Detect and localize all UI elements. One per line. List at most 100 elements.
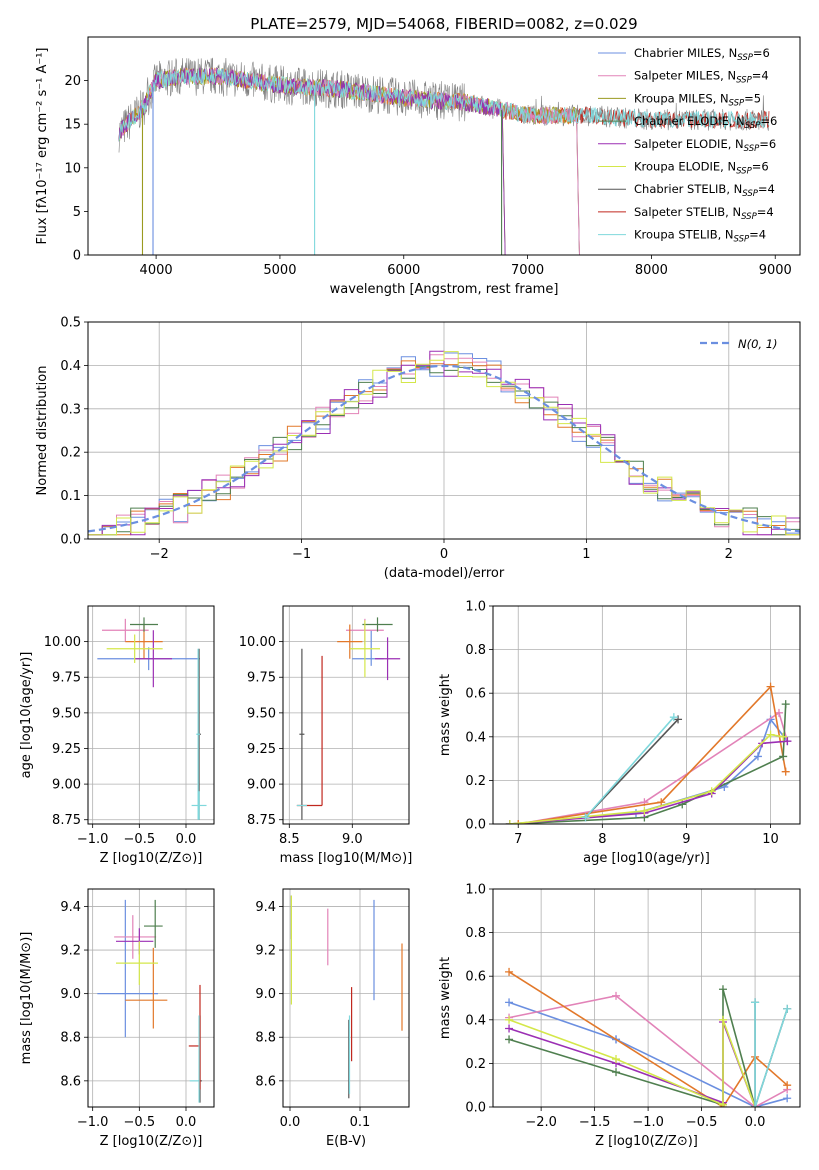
legend-subscript: SSP [742, 189, 758, 199]
y-tick-label: 5 [73, 205, 81, 220]
y-tick-label: 0 [73, 249, 81, 264]
y-tick-label: 0.4 [465, 730, 486, 745]
weight-marker [505, 1015, 514, 1024]
x-tick-label: 0 [440, 547, 448, 562]
legend-label: Chabrier MILES, NSSP=6 [634, 46, 770, 63]
y-tick-label: 9.50 [247, 706, 276, 721]
y-tick-label: 9.0 [255, 987, 276, 1002]
y-tick-label: 0.2 [465, 1057, 486, 1072]
weight-marker [669, 713, 678, 722]
weight-marker [505, 820, 514, 824]
legend-name: Salpeter ELODIE, N [634, 137, 744, 151]
y-tick-label: 9.75 [52, 671, 81, 686]
legend-subscript: SSP [736, 167, 752, 177]
legend-name: Chabrier ELODIE, N [634, 114, 745, 128]
x-tick-label: 0.0 [176, 832, 197, 847]
x-axis-label: Z [log10(Z/Z⊙)] [100, 1134, 203, 1149]
legend-subscript: SSP [729, 98, 745, 108]
y-tick-label: 0.0 [465, 1101, 486, 1116]
histogram-kroupa_elodie [88, 351, 800, 536]
x-tick-label: −1.0 [632, 1115, 664, 1130]
axes-frame [87, 321, 801, 540]
legend-subscript: SSP [741, 212, 757, 222]
error-bars [97, 899, 202, 1103]
x-tick-label: −1.0 [77, 1115, 109, 1130]
weight-marker [766, 730, 775, 739]
spectrum-lines [118, 57, 770, 255]
axes-frame [87, 888, 215, 1108]
legend-name: Kroupa MILES, N [634, 91, 729, 105]
legend-label: Salpeter STELIB, NSSP=4 [634, 205, 774, 222]
y-axis-label: mass weight [438, 957, 453, 1039]
legend-count: =5 [744, 91, 761, 105]
x-tick-label: 1 [582, 547, 590, 562]
y-tick-label: 9.25 [52, 742, 81, 757]
weight-line-orange [518, 684, 787, 824]
weight-marker [612, 991, 621, 1000]
y-tick-label: 8.6 [60, 1074, 81, 1089]
x-axis-label: Z [log10(Z/Z⊙)] [100, 851, 203, 866]
legend-label: Salpeter MILES, NSSP=4 [634, 69, 769, 86]
x-tick-label: −1.5 [579, 1115, 611, 1130]
age-vs-metallicity-panel: −1.0 −0.5 0.0 8.75 9.00 9.25 9.50 9.75 10.00 Z [l… [19, 605, 215, 866]
weight-marker [505, 1024, 514, 1033]
y-tick-label: 10.00 [44, 635, 81, 650]
y-tick-label: 10 [64, 161, 81, 176]
y-tick-label: 8.75 [52, 813, 81, 828]
legend-count: =4 [749, 228, 766, 242]
legend-subscript: SSP [745, 121, 761, 131]
weight-marker [783, 1094, 792, 1103]
y-tick-label: 1.0 [465, 883, 486, 898]
x-tick-label: 8000 [635, 263, 668, 278]
normal-curve [88, 364, 800, 533]
legend-subscript: SSP [734, 235, 750, 245]
y-tick-label: 10.00 [239, 635, 276, 650]
legend-count: =6 [759, 137, 776, 151]
y-tick-label: 9.25 [247, 742, 276, 757]
y-tick-label: 0.4 [465, 1013, 486, 1028]
y-tick-label: 0.2 [465, 774, 486, 789]
weight-marker [505, 998, 514, 1007]
weight-marker [657, 798, 666, 807]
legend-label: N(0, 1) [738, 337, 778, 351]
y-tick-label: 0.3 [60, 402, 81, 417]
mass-vs-metallicity-panel: −1.0 −0.5 0.0 8.6 8.8 9.0 9.2 9.4 Z [log10(Z/Z⊙)… [19, 888, 215, 1149]
y-tick-label: 8.8 [60, 1031, 81, 1046]
legend-subscript: SSP [737, 53, 753, 63]
legend-name: Kroupa STELIB, N [634, 228, 734, 242]
legend-name: Salpeter MILES, N [634, 69, 736, 83]
y-tick-label: 8.8 [255, 1031, 276, 1046]
x-axis-label: wavelength [Angstrom, rest frame] [330, 282, 559, 297]
legend: N(0, 1) [700, 337, 778, 351]
y-tick-label: 1.0 [465, 600, 486, 615]
y-tick-label: 9.50 [52, 706, 81, 721]
weight-marker [783, 737, 792, 746]
weight-line-salpeter_miles [508, 994, 788, 1107]
y-tick-label: 9.4 [255, 900, 276, 915]
x-tick-label: 7000 [511, 263, 544, 278]
x-tick-label: −1.0 [77, 832, 109, 847]
y-tick-label: 0.6 [465, 687, 486, 702]
mass-vs-ebv-panel: 0.0 0.1 8.6 8.8 9.0 9.2 9.4 E(B-V) [255, 888, 410, 1149]
legend-count: =4 [757, 205, 774, 219]
axes-frame [87, 36, 801, 256]
weight-marker [781, 700, 790, 709]
x-axis-label: E(B-V) [326, 1134, 366, 1149]
weight-line-salpeter_elodie [509, 740, 788, 824]
weight-line-kroupa_stelib [754, 1002, 788, 1107]
y-axis-label: mass weight [438, 674, 453, 756]
weight-marker [707, 787, 716, 796]
y-tick-label: 0.2 [60, 446, 81, 461]
y-tick-label: 9.0 [60, 987, 81, 1002]
age-vs-mass-panel: 8.5 9.0 8.75 9.00 9.25 9.50 9.75 10.00 mass [log… [239, 605, 412, 866]
weight-marker [779, 732, 788, 741]
weight-series [505, 682, 792, 824]
axes-frame [492, 888, 801, 1108]
x-tick-label: 0.0 [176, 1115, 197, 1130]
weight-marker [774, 708, 783, 717]
legend-count: =6 [760, 114, 777, 128]
x-tick-label: 8.5 [279, 832, 300, 847]
weight-marker [718, 1015, 727, 1024]
y-axis-label: age [log10(age/yr)] [19, 652, 34, 779]
weight-marker [753, 752, 762, 761]
